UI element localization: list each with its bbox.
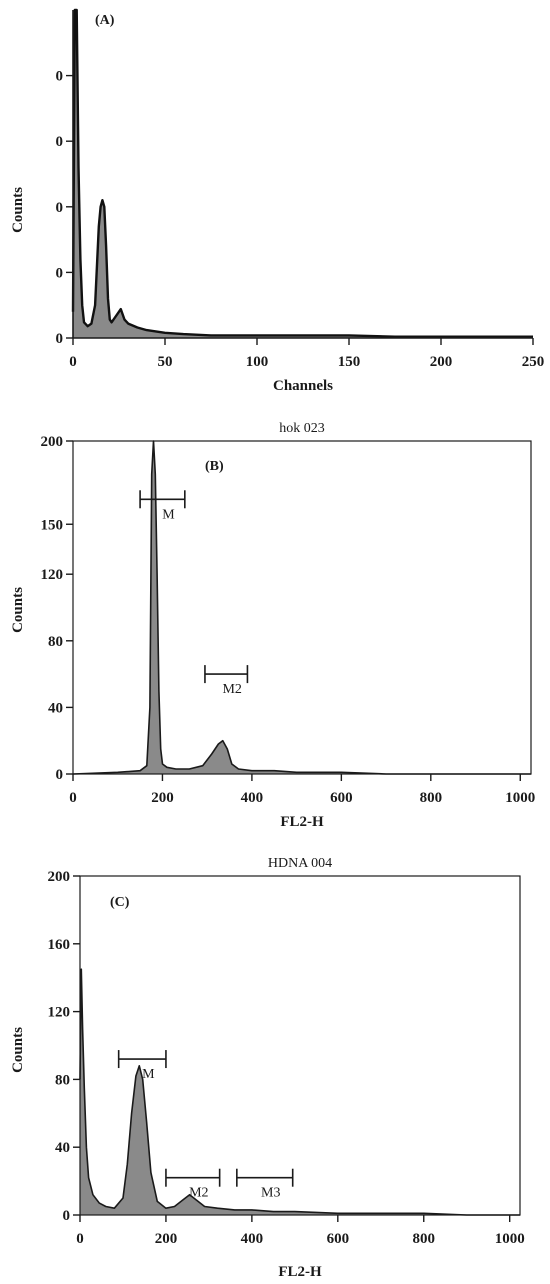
x-tick-label: 800 [420,790,443,806]
y-tick-label: 0 [63,1208,71,1224]
plot-frame [79,875,521,1216]
histogram-line [72,440,531,775]
gate-label: M [162,507,175,522]
panel-tag: (B) [205,459,224,474]
y-tick-label: 150 [41,517,64,533]
x-tick-label: 600 [327,1231,350,1247]
histogram-line [71,8,533,338]
x-tick-label: 100 [246,354,269,370]
x-tick-label: 200 [430,354,453,370]
gate-marker-m2: M2 [165,1168,221,1201]
x-axis-label: FL2-H [278,1264,322,1280]
x-tick-label: 400 [241,790,264,806]
y-tick-label: 0 [56,69,64,85]
y-tick-label: 80 [55,1072,70,1088]
x-tick-label: 200 [151,790,174,806]
y-tick-label: 120 [41,567,64,583]
y-axis-label: Counts [10,187,26,233]
x-tick-label: 50 [158,354,173,370]
chart-title: HDNA 004 [268,856,332,871]
x-tick-label: 1000 [505,790,535,806]
gate-label: M3 [261,1186,280,1201]
panel-tag: (C) [110,895,130,910]
y-tick-label: 120 [48,1005,71,1021]
chart-title: hok 023 [279,421,325,436]
x-tick-label: 150 [338,354,361,370]
histogram-fill [73,10,533,338]
gate-marker-m2: M2 [204,665,249,697]
gate-marker-m3: M3 [236,1168,294,1201]
y-tick-label: 80 [48,634,63,650]
chart-panel-b: 0 200 400 600 800 1000 0 40 80 120 150 200 FL2-H Coun… [10,421,535,830]
x-tick-label: 0 [76,1231,84,1247]
x-tick-label: 0 [69,354,77,370]
x-tick-label: 250 [522,354,545,370]
gate-label: M [142,1067,155,1082]
y-axis-label: Counts [10,1027,26,1073]
y-tick-label: 0 [56,331,64,347]
panel-tag: (A) [95,13,115,28]
histogram-fill [80,969,520,1215]
x-tick-label: 0 [69,790,77,806]
y-tick-label: 160 [48,937,71,953]
x-tick-label: 400 [241,1231,264,1247]
y-tick-label: 0 [56,767,64,783]
x-tick-label: 800 [413,1231,436,1247]
y-tick-label: 0 [56,200,64,216]
histogram-line [79,968,520,1216]
gate-label: M2 [222,682,241,697]
x-tick-label: 1000 [495,1231,525,1247]
histogram-fill [73,441,531,774]
gate-label: M2 [189,1186,208,1201]
chart-panel-c: 0 200 400 600 800 1000 0 40 80 120 160 200 FL2-H Coun… [10,856,525,1280]
y-tick-label: 40 [55,1140,70,1156]
y-tick-label: 0 [56,134,64,150]
x-tick-label: 600 [330,790,353,806]
gate-marker-m: M [117,1050,167,1082]
x-axis-label: Channels [273,378,333,394]
x-axis-label: FL2-H [280,814,324,830]
y-axis-label: Counts [10,587,26,633]
plot-frame [72,440,532,775]
gate-marker-m: M [139,490,186,522]
y-tick-label: 200 [48,869,71,885]
y-tick-label: 0 [56,265,64,281]
y-tick-label: 200 [41,434,64,450]
y-tick-label: 40 [48,700,63,716]
x-tick-label: 200 [155,1231,178,1247]
